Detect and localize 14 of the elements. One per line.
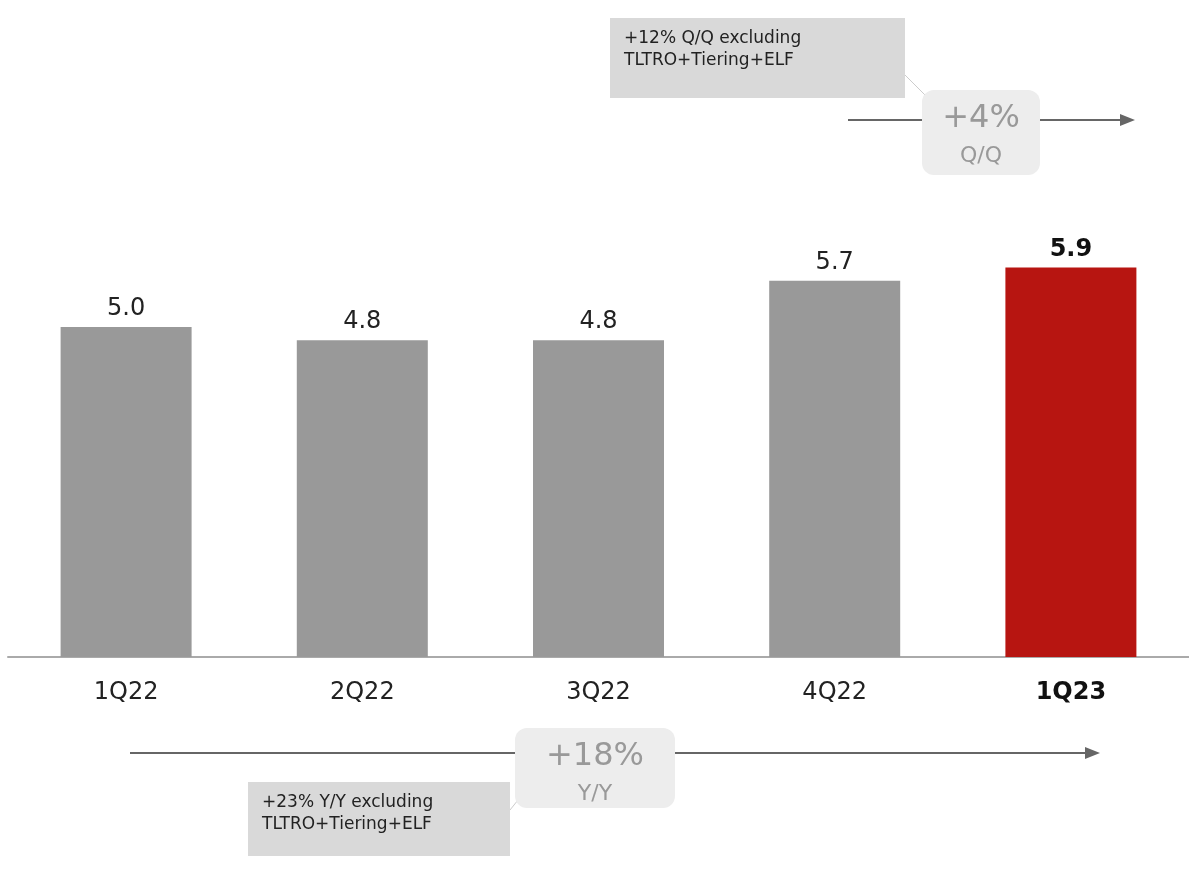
- data-label: 5.9: [1049, 233, 1093, 262]
- text: +23% Y/Y excluding TLTRO+Tiering+ELF: [261, 790, 434, 834]
- data-label: 4.8: [579, 306, 618, 335]
- data-label: 4.8: [343, 306, 382, 335]
- x-tick-label: 3Q22: [566, 677, 631, 705]
- text: +12% Q/Q excluding TLTRO+Tiering+ELF: [623, 26, 802, 70]
- x-tick-label: 4Q22: [802, 677, 868, 705]
- text: +18% Y/Y: [546, 735, 644, 805]
- x-tick-label: 1Q23: [1035, 677, 1107, 705]
- data-label: 5.0: [107, 293, 146, 321]
- x-tick-label: 1Q22: [93, 677, 159, 705]
- x-tick-label: 2Q22: [329, 677, 395, 705]
- text: +4% Q/Q: [942, 97, 1020, 167]
- data-label: 5.7: [815, 246, 854, 275]
